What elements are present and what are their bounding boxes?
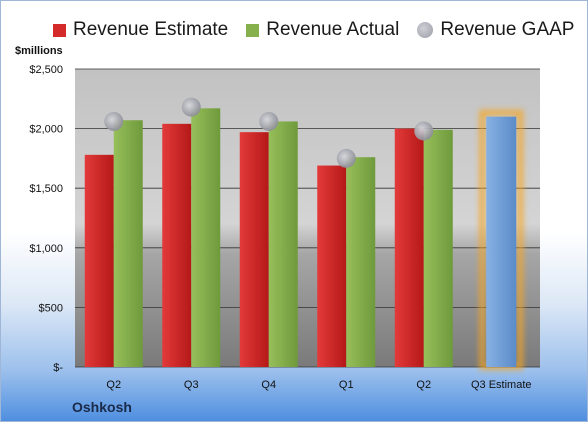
plot-area xyxy=(75,69,540,367)
point-revenue-gaap xyxy=(336,148,356,168)
x-tick-label: Q1 xyxy=(339,379,354,391)
bar-revenue-actual xyxy=(191,108,221,367)
y-tick-label: $500 xyxy=(39,302,63,314)
x-tick-label: Q2 xyxy=(416,379,431,391)
bar-revenue-estimate xyxy=(84,154,114,367)
legend-entry-estimate: Revenue Estimate xyxy=(53,19,228,41)
point-revenue-gaap xyxy=(104,111,124,131)
y-tick-label: $1,000 xyxy=(29,243,63,255)
legend-swatch-gaap xyxy=(417,22,434,38)
bar-revenue-estimate xyxy=(317,165,347,367)
x-tick-label: Q2 xyxy=(106,379,121,391)
y-tick-label: $2,500 xyxy=(29,64,63,76)
y-tick-label: $2,000 xyxy=(29,124,63,136)
bar-revenue-actual xyxy=(346,157,376,367)
legend-label-gaap: Revenue GAAP xyxy=(440,19,575,40)
bar-q3-estimate xyxy=(486,116,517,368)
legend-swatch-actual xyxy=(246,23,260,37)
legend-entry-actual: Revenue Actual xyxy=(246,19,399,41)
bar-revenue-estimate xyxy=(394,128,424,367)
bar-revenue-actual xyxy=(423,129,453,367)
legend-label-actual: Revenue Actual xyxy=(266,19,400,40)
x-tick-label: Q3 Estimate xyxy=(471,379,532,391)
x-tick-label: Q3 xyxy=(184,379,199,391)
x-tick-label: Q4 xyxy=(261,379,276,391)
legend-entry-gaap: Revenue GAAP xyxy=(417,19,574,41)
company-name: Oshkosh xyxy=(72,399,132,415)
point-revenue-gaap xyxy=(414,121,434,141)
bar-revenue-estimate xyxy=(239,132,269,367)
legend-label-estimate: Revenue Estimate xyxy=(73,19,229,40)
bar-revenue-actual xyxy=(268,121,298,367)
bar-revenue-actual xyxy=(113,120,143,367)
y-axis-units-label: $millions xyxy=(15,45,63,57)
legend-swatch-estimate xyxy=(53,23,66,37)
y-tick-label: $- xyxy=(53,362,63,374)
point-revenue-gaap xyxy=(181,97,201,117)
legend: Revenue Estimate Revenue Actual Revenue … xyxy=(53,15,574,45)
y-tick-label: $1,500 xyxy=(29,183,63,195)
bar-revenue-estimate xyxy=(162,123,192,367)
point-revenue-gaap xyxy=(259,111,279,131)
